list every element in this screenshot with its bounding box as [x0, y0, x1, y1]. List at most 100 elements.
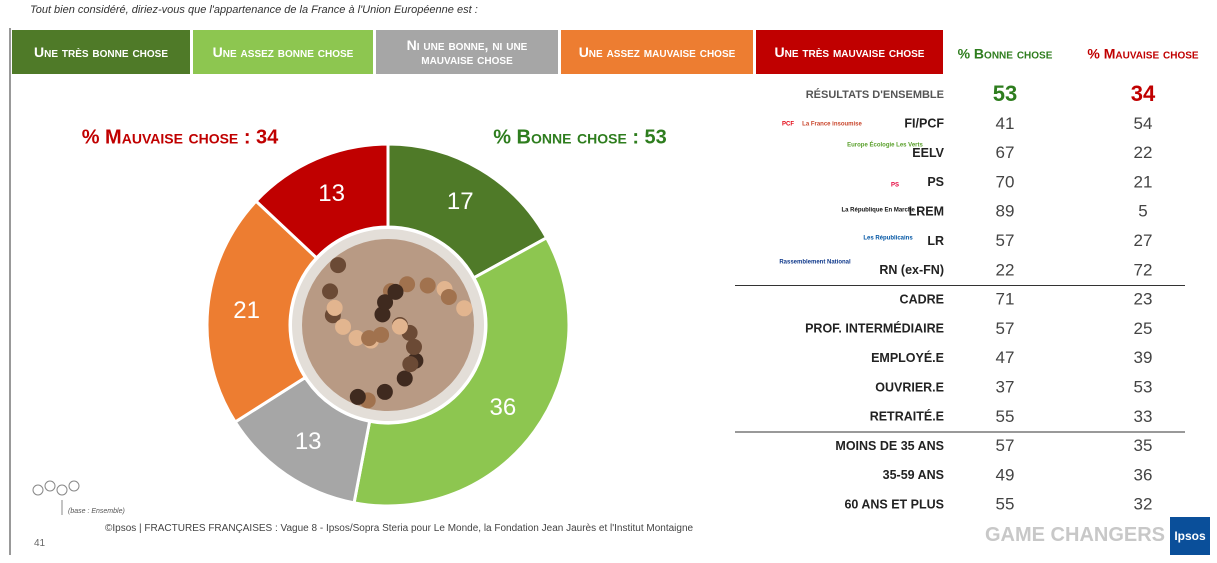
page-number: 41 [34, 538, 46, 549]
cell-value: 49 [996, 465, 1015, 484]
segment-label: 13 [318, 180, 345, 207]
question: Tout bien considéré, diriez-vous que l'a… [30, 4, 478, 16]
brand-logo: Ipsos [1170, 517, 1210, 555]
segment-label: 36 [490, 394, 517, 421]
cell-value: 23 [1134, 290, 1153, 309]
annotation: % Bonne chose : 53 [493, 126, 667, 148]
party-logo-text: Rassemblement National [779, 260, 851, 266]
cell-value: 22 [1134, 143, 1153, 162]
photo-face [348, 329, 365, 346]
photo-face [391, 318, 408, 335]
source: ©Ipsos | FRACTURES FRANÇAISES : Vague 8 … [105, 523, 694, 534]
party-logo-text: La République En Marche ! [841, 208, 918, 214]
photo-face [440, 288, 457, 305]
row-label: 35-59 ANS [883, 468, 944, 482]
people-icon [44, 480, 56, 492]
row-label: PS [927, 175, 944, 189]
cell-value: 25 [1134, 319, 1153, 338]
photo-face [361, 330, 378, 347]
cell-value: 70 [996, 172, 1015, 191]
photo-face [402, 356, 419, 373]
photo-face [322, 283, 339, 300]
row-label: OUVRIER.E [875, 380, 944, 394]
row-label: MOINS DE 35 ANS [835, 439, 944, 453]
legend: Une très bonne chose Une assez bonne chos… [12, 30, 943, 74]
legend-item: Une très mauvaise chose [756, 30, 943, 74]
column-header: % Mauvaise chose [1087, 46, 1198, 62]
donut-segment [352, 235, 571, 508]
photo-face [373, 326, 390, 343]
cell-value: 21 [1134, 172, 1153, 191]
cell-value: 35 [1134, 436, 1153, 455]
row-label: LREM [909, 204, 944, 218]
row-label: FI/PCF [904, 117, 944, 131]
cell-value: 54 [1134, 114, 1153, 133]
segment-label: 17 [447, 188, 474, 215]
photo-face [326, 299, 343, 316]
segment-label: 13 [295, 428, 322, 455]
party-logo-text: Europe Écologie Les Verts [847, 141, 923, 149]
base-note: (base : Ensemble) [68, 508, 125, 515]
legend-item: Une très bonne chose [12, 30, 190, 74]
photo-face [349, 388, 366, 405]
donut-segment [253, 142, 390, 261]
cell-value: 89 [996, 202, 1015, 221]
row-label: 60 ANS ET PLUS [844, 497, 944, 511]
annotation: % Mauvaise chose : 34 [82, 126, 279, 148]
cell-value: 22 [996, 260, 1015, 279]
donut-segment [386, 142, 549, 280]
row-label: PROF. INTERMÉDIAIRE [805, 321, 944, 336]
party-logo-text: PCF [782, 122, 794, 128]
legend-item: Une assez mauvaise chose [561, 30, 753, 74]
photo-face [374, 306, 391, 323]
row-label: RETRAITÉ.E [870, 409, 944, 424]
legend-item: Une assez bonne chose [193, 30, 373, 74]
party-logo-text: Les Républicains [863, 236, 913, 242]
photo-face [376, 383, 393, 400]
people-icon [68, 480, 80, 492]
cell-value: 5 [1138, 202, 1147, 221]
photo-face [377, 294, 394, 311]
cell-value: 57 [996, 436, 1015, 455]
cell-value: 72 [1134, 260, 1153, 279]
cell-value: 27 [1134, 231, 1153, 250]
cell-value: 57 [996, 319, 1015, 338]
row-label: RÉSULTATS D'ENSEMBLE [806, 88, 944, 101]
photo-face [330, 257, 347, 274]
party-logo-text: PS [891, 183, 899, 189]
people-icon [56, 484, 68, 496]
photo-face [335, 318, 352, 335]
party-logo-text: La France insoumise [802, 122, 862, 128]
legend-item: Ni une bonne, ni une mauvaise chose [376, 30, 558, 74]
donut-segment [205, 198, 319, 425]
column-header: % Bonne chose [958, 46, 1053, 62]
cell-value: 47 [996, 348, 1015, 367]
segment-label: 21 [233, 297, 260, 324]
people-icon [32, 484, 44, 496]
row-label: CADRE [900, 292, 944, 306]
cell-value: 53 [993, 81, 1017, 106]
cell-value: 32 [1134, 495, 1153, 514]
photo-face [387, 283, 404, 300]
cell-value: 39 [1134, 348, 1153, 367]
cell-value: 55 [996, 495, 1015, 514]
tagline: GAME CHANGERS [985, 524, 1166, 546]
cell-value: 36 [1134, 465, 1153, 484]
photo-face [419, 277, 436, 294]
cell-value: 41 [996, 114, 1015, 133]
cell-value: 67 [996, 143, 1015, 162]
cell-value: 34 [1131, 81, 1156, 106]
photo-face [399, 276, 416, 293]
photo-face [396, 370, 413, 387]
row-label: LR [927, 234, 944, 248]
row-label: EMPLOYÉ.E [871, 350, 944, 365]
cell-value: 57 [996, 231, 1015, 250]
photo-face [405, 338, 422, 355]
cell-value: 71 [996, 290, 1015, 309]
row-label: EELV [912, 146, 944, 160]
cell-value: 33 [1134, 407, 1153, 426]
cell-value: 53 [1134, 377, 1153, 396]
photo-face [456, 300, 473, 317]
